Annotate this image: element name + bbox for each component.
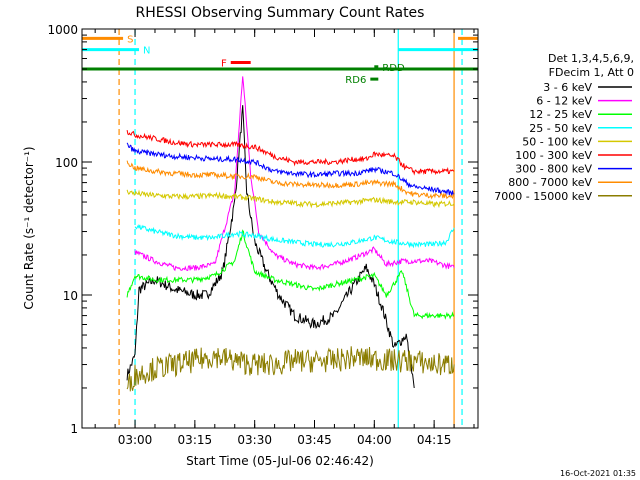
y-tick-label-1: 10 <box>63 289 78 303</box>
x-tick-label-3: 03:45 <box>297 433 332 447</box>
y-tick-label-2: 100 <box>55 156 78 170</box>
chart-title: RHESSI Observing Summary Count Rates <box>136 5 425 21</box>
legend-label-4: 50 - 100 keV <box>522 135 592 148</box>
legend: Det 1,3,4,5,6,9, FDecim 1, Att 0 3 - 6 k… <box>494 52 634 203</box>
annotation-label-1: N <box>143 46 150 57</box>
series-line-0 <box>126 105 415 389</box>
annotation-label-4: RD6 <box>345 75 366 86</box>
timestamp: 16-Oct-2021 01:35 <box>560 469 636 478</box>
x-tick-label-0: 03:00 <box>118 433 153 447</box>
y-tick-label-0: 1 <box>70 422 78 436</box>
series-line-4 <box>126 189 455 209</box>
legend-label-6: 300 - 800 keV <box>515 163 592 176</box>
series-line-6 <box>126 142 455 197</box>
legend-label-7: 800 - 7000 keV <box>508 176 592 189</box>
x-tick-label-2: 03:30 <box>237 433 272 447</box>
plot-frame <box>81 28 479 429</box>
legend-label-8: 7000 - 15000 keV <box>494 190 592 203</box>
x-tick-label-5: 04:15 <box>417 433 452 447</box>
legend-label-2: 12 - 25 keV <box>529 108 592 121</box>
y-axis-label: Count Rate (s⁻¹ detector⁻¹) <box>22 146 36 309</box>
annotation-label-2: F <box>221 58 227 69</box>
axes: 03:00 03:15 03:30 03:45 04:00 04:15 1 10 100 1000 <box>47 23 478 447</box>
annotation-label-0: S <box>127 34 133 45</box>
x-tick-label-4: 04:00 <box>357 433 392 447</box>
x-axis-label: Start Time (05-Jul-06 02:46:42) <box>186 454 374 468</box>
annotation-label-3: RDD <box>382 63 405 74</box>
x-tick-label-1: 03:15 <box>178 433 213 447</box>
annotation-bars: SN F RDD RD6 <box>82 34 478 86</box>
series-line-3 <box>134 224 455 249</box>
series-line-8 <box>126 346 455 392</box>
legend-label-5: 100 - 300 keV <box>515 149 592 162</box>
series-line-5 <box>126 130 455 176</box>
series-line-2 <box>126 229 455 320</box>
legend-header-line-1: Det 1,3,4,5,6,9, <box>548 52 634 65</box>
y-tick-label-3: 1000 <box>47 23 78 37</box>
legend-label-3: 25 - 50 keV <box>529 122 592 135</box>
series-line-7 <box>126 160 455 200</box>
series-lines <box>126 76 455 392</box>
legend-header-line-2: FDecim 1, Att 0 <box>549 66 634 79</box>
legend-label-0: 3 - 6 keV <box>543 81 592 94</box>
legend-label-1: 6 - 12 keV <box>536 95 592 108</box>
series-line-1 <box>134 76 455 272</box>
